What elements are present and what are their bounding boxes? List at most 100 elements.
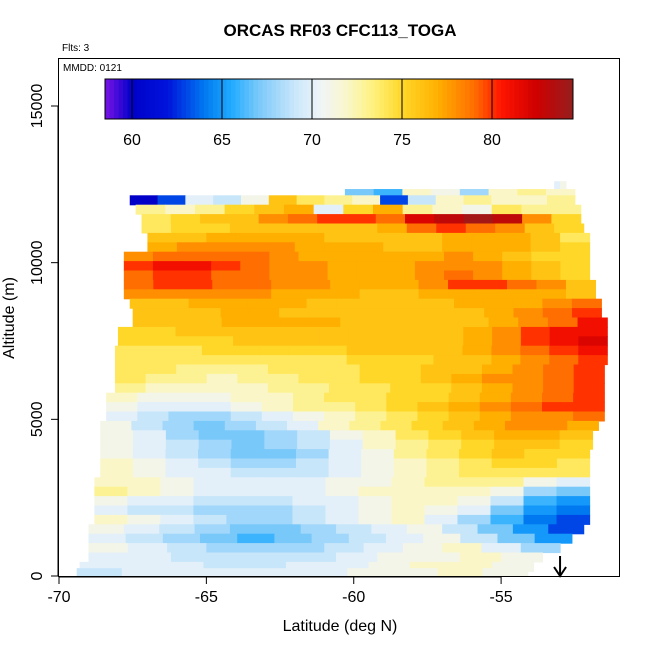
heatmap-cell [123, 251, 154, 262]
heatmap-cell [306, 298, 337, 309]
heatmap-cell [259, 496, 294, 507]
y-tick-label: 0 [29, 571, 46, 580]
heatmap-cell [426, 449, 460, 460]
heatmap-cell [298, 261, 329, 272]
heatmap-cell [490, 496, 525, 507]
heatmap-cell [461, 439, 495, 450]
colorbar-swatch [307, 79, 313, 119]
heatmap-cell [300, 279, 331, 290]
heatmap-cell [479, 402, 512, 413]
colorbar-swatch [145, 79, 151, 119]
colorbar-swatch [433, 79, 439, 119]
heatmap-cell [435, 195, 465, 206]
heatmap-cell [162, 317, 193, 328]
colorbar-swatch [325, 79, 331, 119]
heatmap-cell [269, 270, 300, 281]
heatmap-cell [431, 189, 461, 200]
heatmap-cell [375, 355, 406, 366]
heatmap-cell [288, 355, 319, 366]
heatmap-cell [240, 251, 270, 262]
heatmap-cell [459, 449, 493, 460]
heatmap-cell [385, 251, 416, 262]
colorbar-swatch [361, 79, 367, 119]
heatmap-cell [310, 317, 341, 328]
y-axis-label: Altitude (m) [1, 277, 18, 359]
heatmap-cell [106, 392, 138, 403]
heatmap-cell [329, 383, 361, 394]
arrow-marker [553, 556, 567, 578]
heatmap-cell [226, 496, 261, 507]
heatmap-cell [517, 189, 547, 200]
heatmap-cell [520, 543, 561, 554]
heatmap-cell [347, 223, 378, 234]
heatmap-cell [358, 496, 393, 507]
heatmap-cell [453, 298, 485, 309]
heatmap-cell [442, 420, 475, 431]
heatmap-cell [502, 261, 532, 272]
heatmap-cell [327, 261, 358, 272]
heatmap-cell [369, 317, 401, 328]
heatmap-cell [100, 439, 134, 450]
heatmap-cell [336, 552, 378, 563]
heatmap-cell [444, 270, 474, 281]
heatmap-cell [355, 402, 387, 413]
heatmap-cell [230, 458, 264, 469]
heatmap-cell [477, 279, 508, 290]
heatmap-cell [523, 486, 558, 497]
heatmap-cell [328, 458, 362, 469]
heatmap-cell [390, 373, 422, 384]
heatmap-cell [420, 383, 452, 394]
colorbar-swatch [379, 79, 385, 119]
heatmap-cell [391, 486, 426, 497]
heatmap-cell [152, 270, 183, 281]
heatmap-cell [405, 326, 436, 337]
heatmap-cell [404, 355, 435, 366]
heatmap-cell [425, 308, 456, 319]
heatmap-cell [160, 486, 194, 497]
heatmap-cell [490, 514, 525, 525]
heatmap-cell [471, 242, 502, 253]
heatmap-cell [473, 261, 503, 272]
heatmap-cell [298, 383, 330, 394]
heatmap-cell [359, 373, 391, 384]
heatmap-cell [362, 430, 397, 441]
heatmap-cell [488, 189, 518, 200]
colorbar-swatch [532, 79, 538, 119]
heatmap-cell [414, 251, 445, 262]
heatmap-cell [510, 392, 543, 403]
heatmap-cell [420, 364, 452, 375]
heatmap-cell [254, 204, 285, 215]
heatmap-cell [201, 355, 232, 366]
heatmap-cell [226, 505, 261, 516]
heatmap-cell [355, 392, 387, 403]
heatmap-cell [328, 467, 362, 478]
colorbar-swatch [172, 79, 178, 119]
heatmap-cell [231, 430, 265, 441]
heatmap-cell [542, 298, 573, 309]
heatmap-cell [386, 392, 419, 403]
heatmap-cell [249, 308, 280, 319]
heatmap-cell [168, 402, 201, 413]
colorbar-swatch [496, 79, 502, 119]
heatmap-cell [115, 355, 145, 366]
heatmap-cell [377, 223, 408, 234]
heatmap-cell [259, 223, 290, 234]
heatmap-cell [193, 486, 228, 497]
colorbar: 60 65 70 75 80 [104, 78, 574, 149]
heatmap-cell [559, 430, 594, 441]
colorbar-swatch [321, 79, 326, 119]
heatmap-cell [133, 430, 167, 441]
colorbar-swatch [298, 79, 304, 119]
colorbar-swatch [555, 79, 560, 119]
heatmap-cell [395, 439, 429, 450]
heatmap-cell [336, 524, 373, 535]
heatmap-cell [380, 420, 413, 431]
heatmap-cell [560, 232, 591, 243]
heatmap-cell [520, 345, 550, 356]
heatmap-cell [280, 317, 312, 328]
heatmap-cell [547, 317, 579, 328]
heatmap-cell [417, 392, 450, 403]
heatmap-cell [556, 467, 591, 478]
heatmap-cell [199, 392, 232, 403]
heatmap-cell [352, 195, 381, 206]
